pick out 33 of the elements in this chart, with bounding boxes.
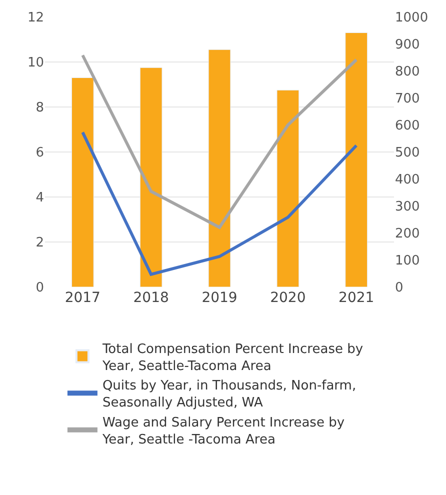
- bar: [276, 90, 300, 287]
- line-series: [81, 54, 358, 229]
- y-tick-label: 6: [36, 146, 44, 161]
- y-tick-label: 12: [27, 10, 44, 26]
- x-tick-label: 2017: [64, 290, 100, 306]
- bar: [140, 67, 162, 287]
- y2-tick-label: 900: [395, 38, 420, 53]
- x-tick-label: 2020: [270, 290, 306, 306]
- y2-tick-label: 200: [395, 226, 420, 242]
- y2-tick-label: 400: [395, 172, 420, 188]
- y2-tick-label: 700: [395, 92, 420, 107]
- bar: [208, 49, 231, 287]
- y-tick-label: 8: [36, 100, 44, 116]
- y2-tick-label: 0: [395, 280, 404, 296]
- y2-tick-label: 300: [395, 200, 420, 215]
- y-tick-label: 4: [36, 190, 44, 206]
- legend-label: Wage and Salary Percent Increase by Year, Seattle -Tacoma Area: [101, 416, 345, 448]
- x-tick-label: 2021: [338, 290, 374, 306]
- y-tick-label: 2: [36, 236, 44, 251]
- y2-tick-label: 800: [395, 64, 420, 80]
- y2-tick-label: 500: [395, 146, 420, 161]
- bar: [345, 32, 368, 287]
- legend-label: Total Compensation Percent Increase by Year, Seattle-Tacoma Area: [101, 342, 364, 374]
- y-tick-label: 10: [27, 56, 44, 71]
- line-series: [81, 130, 358, 276]
- y2-tick-label: 100: [395, 254, 420, 269]
- legend-label: Quits by Year, in Thousands, Non-farm, Seasonally Adjusted, WA: [102, 378, 356, 411]
- y2-tick-label: 1000: [395, 10, 428, 26]
- x-tick-label: 2018: [133, 290, 169, 306]
- y-tick-label: 0: [36, 280, 44, 296]
- bar: [71, 78, 94, 287]
- x-tick-label: 2019: [202, 290, 238, 306]
- y2-tick-label: 600: [395, 118, 420, 134]
